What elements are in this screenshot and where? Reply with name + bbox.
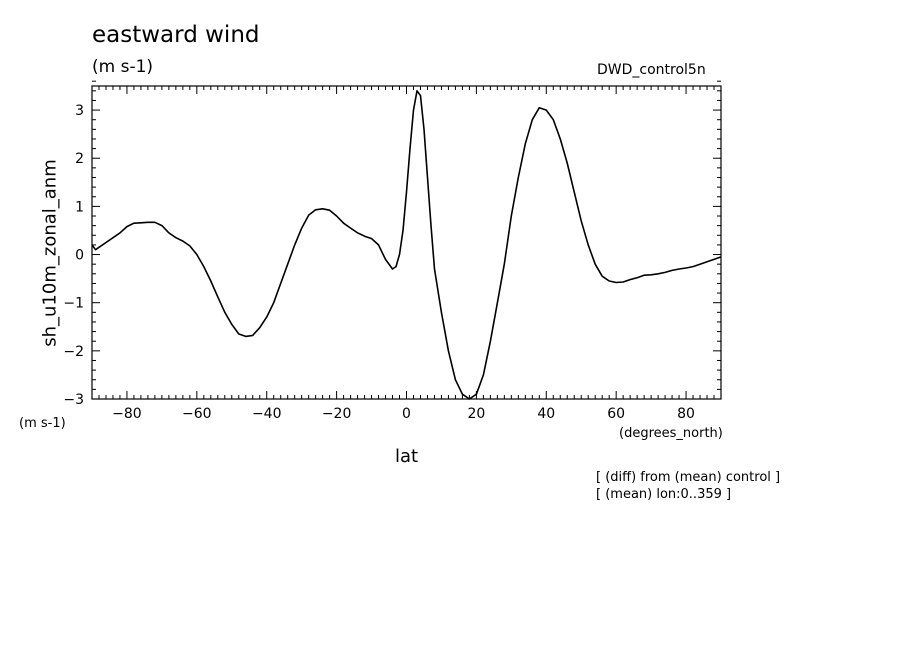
y-tick-label: −2 xyxy=(63,344,84,360)
dataset-label: DWD_control5n xyxy=(597,62,706,78)
series-line xyxy=(91,90,722,400)
plot-frame xyxy=(91,85,722,400)
y-tick-label: −1 xyxy=(63,296,84,312)
x-tick-label: −80 xyxy=(112,406,142,422)
x-tick-label: −60 xyxy=(182,406,212,422)
x-tick-label: 40 xyxy=(537,406,555,422)
y-tick-label: −3 xyxy=(63,392,84,408)
note-diff: [ (diff) from (mean) control ] xyxy=(596,470,781,485)
y-tick-label: 2 xyxy=(75,151,84,167)
x-tick-label: 0 xyxy=(402,406,411,422)
y-tick-label: 0 xyxy=(75,248,84,264)
x-tick-label: 20 xyxy=(467,406,485,422)
y-tick-label: 1 xyxy=(75,199,84,215)
chart-title: eastward wind xyxy=(92,22,260,48)
x-axis-units: (degrees_north) xyxy=(619,426,723,441)
x-tick-label: −20 xyxy=(322,406,352,422)
tick-labels: −80 −60 −40 −20 0 20 40 60 80 −3 −2 −1 0 1 2 3 xyxy=(63,103,695,422)
y-tick-label: 3 xyxy=(75,103,84,119)
x-tick-label: 60 xyxy=(607,406,625,422)
x-axis-title: lat xyxy=(395,446,419,467)
chart-units: (m s-1) xyxy=(92,57,154,77)
x-tick-label: 80 xyxy=(677,406,695,422)
note-mean: [ (mean) lon:0..359 ] xyxy=(596,487,732,502)
tick-marks xyxy=(91,80,722,400)
y-axis-units: (m s-1) xyxy=(19,416,66,431)
x-tick-label: −40 xyxy=(252,406,282,422)
